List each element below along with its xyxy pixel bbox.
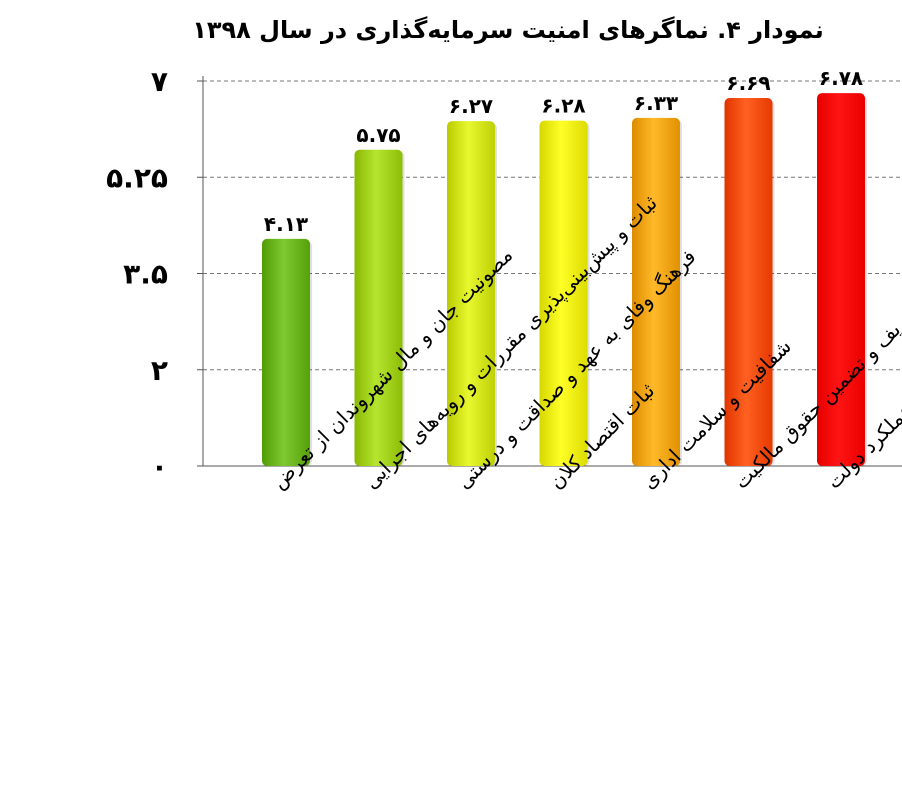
data-labels: ۴.۱۳ ۵.۷۵ ۶.۲۷ ۶.۲۸ ۶.۳۳ ۶.۶۹ ۶.۷۸	[264, 66, 863, 236]
y-tick-label: ۷	[151, 65, 168, 98]
data-label: ۶.۶۹	[726, 71, 770, 95]
bar	[447, 121, 495, 467]
y-tick-label: ۲	[151, 354, 168, 387]
data-label: ۵.۷۵	[356, 123, 400, 147]
y-tick-label: ۵.۲۵	[106, 161, 168, 194]
data-label: ۶.۲۸	[541, 94, 585, 118]
bar	[817, 93, 865, 466]
y-axis-ticks: ۰ ۲ ۳.۵ ۵.۲۵ ۷	[106, 65, 203, 483]
data-label: ۶.۳۳	[634, 91, 678, 115]
grid-lines	[203, 80, 902, 371]
bar	[724, 98, 773, 467]
chart-title: نمودار ۴. نماگرهای امنیت سرمایه‌گذاری در…	[192, 16, 824, 44]
data-label: ۶.۲۷	[449, 94, 493, 118]
bar	[539, 120, 588, 466]
bar	[354, 149, 403, 466]
data-label: ۴.۱۳	[264, 212, 308, 236]
bars	[262, 93, 867, 467]
data-label: ۶.۷۸	[819, 66, 863, 90]
bar	[262, 238, 310, 466]
y-tick-label: ۳.۵	[123, 258, 168, 291]
bar	[632, 117, 680, 466]
y-tick-label: ۰	[151, 450, 168, 483]
